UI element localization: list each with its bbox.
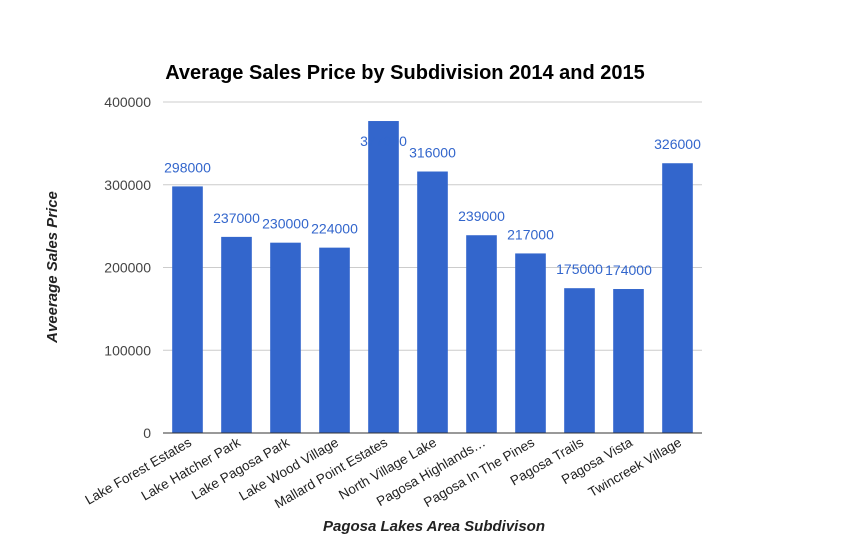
bar <box>613 289 644 433</box>
data-label: 175000 <box>556 261 603 277</box>
y-axis-title: Aveerage Sales Price <box>44 191 61 344</box>
bars <box>172 121 693 434</box>
data-label: 217000 <box>507 226 554 242</box>
data-label: 224000 <box>311 221 358 237</box>
data-label: 230000 <box>262 216 309 232</box>
y-tick-label: 100000 <box>104 342 151 358</box>
bar <box>466 235 497 433</box>
bar <box>270 242 301 433</box>
data-label: 298000 <box>164 159 211 175</box>
y-tick-label: 400000 <box>104 94 151 110</box>
bar <box>515 253 546 433</box>
bar <box>662 163 693 434</box>
data-label: 237000 <box>213 210 260 226</box>
y-tick-label: 0 <box>143 425 151 441</box>
data-label: 377000 <box>360 133 407 149</box>
bar <box>319 247 350 433</box>
chart-title: Average Sales Price by Subdivision 2014 … <box>165 62 645 84</box>
y-tick-label: 300000 <box>104 177 151 193</box>
bar <box>564 288 595 433</box>
x-axis-title: Pagosa Lakes Area Subdivison <box>323 518 545 535</box>
data-label: 316000 <box>409 145 456 161</box>
bar <box>417 171 448 433</box>
data-label: 326000 <box>654 136 701 152</box>
bar <box>221 236 252 433</box>
data-label: 174000 <box>605 262 652 278</box>
data-label: 239000 <box>458 208 505 224</box>
y-axis-ticks: 0 100000 200000 300000 400000 <box>104 94 151 441</box>
bar <box>172 186 203 433</box>
bar <box>368 121 399 433</box>
y-tick-label: 200000 <box>104 260 151 276</box>
